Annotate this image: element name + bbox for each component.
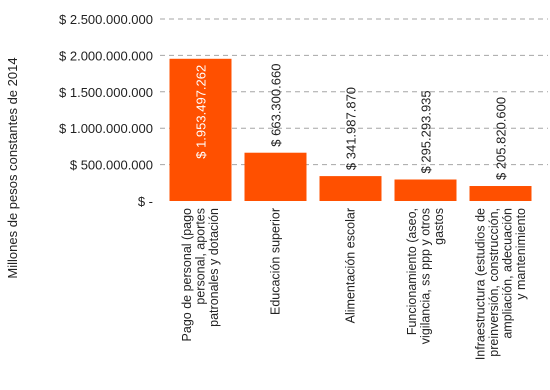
category-label: Pago de personal (pago personal, aportes p… [180, 208, 221, 341]
data-label: $ 295.293.935 [419, 90, 434, 173]
data-label: $ 1.953.497.262 [194, 65, 209, 159]
data-labels: $ 1.953.497.262 $ 663.300.660 $ 341.987.87… [194, 64, 509, 180]
category-label-line: ampliación, adecuación [500, 208, 514, 339]
y-axis-tick-labels: $ - $ 500.000.000 $ 1.000.000.000 $ 1.500.0… [59, 12, 153, 209]
category-label-line: gastos [432, 208, 446, 245]
data-label: $ 663.300.660 [269, 64, 284, 147]
category-label-line: Funcionamiento (aseo, [405, 208, 419, 335]
category-label-line: patronales y dotación [207, 208, 221, 327]
category-label-line: personal, aportes [194, 208, 208, 305]
bars [169, 58, 532, 201]
bar [169, 58, 232, 201]
category-label: Infraestructura (estudios de preinversión… [473, 208, 528, 360]
category-label-line: y mantenimiento [514, 208, 528, 300]
bar [244, 152, 307, 201]
category-label: Alimentación escolar [344, 208, 358, 323]
y-tick-label: $ - [138, 194, 153, 209]
category-label-line: Educación superior [269, 208, 283, 315]
category-label-line: vigilancia, ss ppp y otros [419, 208, 433, 344]
y-tick-label: $ 1.500.000.000 [59, 85, 153, 100]
category-label-line: preinversión, construcción, [487, 208, 501, 357]
category-label-line: Infraestructura (estudios de [473, 208, 487, 360]
category-label-line: Pago de personal (pago [180, 208, 194, 341]
bar [469, 186, 532, 201]
category-labels: Pago de personal (pago personal, aportes p… [180, 208, 528, 360]
category-label: Funcionamiento (aseo, vigilancia, ss ppp … [405, 208, 446, 344]
y-tick-label: $ 1.000.000.000 [59, 121, 153, 136]
data-label: $ 205.820.600 [494, 97, 509, 180]
y-tick-label: $ 2.500.000.000 [59, 12, 153, 27]
bar [394, 179, 457, 201]
data-label: $ 341.987.870 [344, 87, 359, 170]
y-tick-label: $ 500.000.000 [70, 158, 153, 173]
y-tick-label: $ 2.000.000.000 [59, 48, 153, 63]
bar [319, 176, 382, 201]
category-label-line: Alimentación escolar [344, 208, 358, 323]
category-label: Educación superior [269, 208, 283, 315]
y-axis-title: Millones de pesos constantes de 2014 [5, 57, 20, 278]
